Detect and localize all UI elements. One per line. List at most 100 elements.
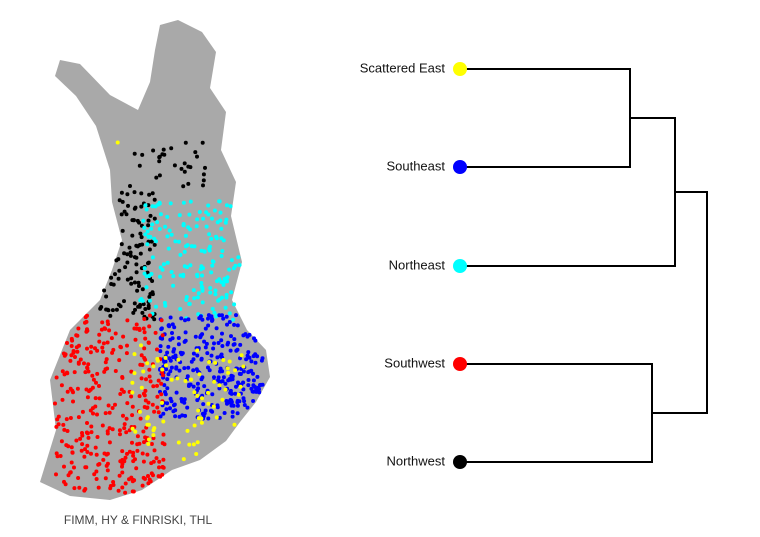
- sample-dot: [208, 286, 213, 290]
- sample-dot: [88, 350, 93, 355]
- sample-dot: [83, 447, 87, 452]
- sample-dot: [125, 277, 130, 282]
- sample-dot: [182, 169, 187, 174]
- sample-dot: [155, 347, 159, 352]
- sample-dot: [166, 372, 171, 377]
- sample-dot: [129, 281, 134, 286]
- sample-dot: [182, 161, 187, 166]
- sample-dot: [176, 336, 181, 340]
- sample-dot: [85, 395, 90, 400]
- sample-dot: [62, 464, 66, 469]
- sample-dot: [97, 396, 102, 401]
- sample-dot: [80, 442, 85, 447]
- sample-dot: [157, 155, 162, 160]
- sample-dot: [223, 387, 228, 392]
- sample-dot: [203, 165, 207, 170]
- sample-dot: [95, 412, 99, 417]
- sample-dot: [146, 442, 151, 446]
- sample-dot: [153, 330, 158, 335]
- sample-dot: [174, 390, 179, 395]
- sample-dot: [101, 457, 106, 462]
- sample-dot: [204, 210, 209, 215]
- sample-dot: [249, 386, 254, 391]
- sample-dot: [163, 390, 167, 394]
- sample-dot: [102, 369, 107, 374]
- sample-dot: [199, 248, 204, 253]
- sample-dot: [149, 442, 154, 446]
- sample-dot: [99, 327, 104, 332]
- sample-dot: [220, 397, 225, 402]
- sample-dot: [134, 262, 139, 267]
- sample-dot: [82, 361, 86, 366]
- sample-dot: [225, 322, 229, 327]
- sample-dot: [246, 370, 251, 375]
- sample-dot: [229, 258, 234, 263]
- sample-dot: [69, 336, 74, 341]
- sample-dot: [215, 403, 220, 408]
- sample-dot: [182, 264, 187, 269]
- sample-dot: [165, 214, 170, 219]
- sample-dot: [252, 336, 256, 341]
- sample-dot: [176, 357, 181, 362]
- sample-dot: [119, 190, 124, 195]
- sample-dot: [168, 315, 173, 320]
- sample-dot: [226, 370, 231, 375]
- sample-dot: [179, 397, 184, 401]
- sample-dot: [97, 384, 101, 388]
- sample-dot: [168, 396, 173, 401]
- sample-dot: [246, 383, 251, 388]
- sample-dot: [128, 184, 132, 188]
- sample-dot: [61, 422, 66, 427]
- sample-dot: [235, 323, 240, 328]
- sample-dot: [182, 339, 187, 344]
- sample-dot: [147, 247, 152, 252]
- sample-dot: [224, 295, 229, 300]
- sample-dot: [215, 279, 219, 284]
- sample-dot: [213, 360, 218, 365]
- sample-dot: [251, 399, 256, 403]
- sample-dot: [91, 377, 96, 382]
- sample-dot: [229, 290, 234, 295]
- sample-dot: [219, 254, 224, 258]
- sample-dot: [141, 326, 146, 331]
- sample-dot: [221, 282, 226, 287]
- sample-dot: [122, 209, 127, 214]
- sample-dot: [83, 370, 88, 375]
- sample-dot: [142, 266, 147, 271]
- sample-dot: [105, 340, 110, 345]
- sample-dot: [198, 334, 203, 339]
- sample-dot: [142, 317, 147, 321]
- sample-dot: [61, 351, 66, 356]
- sample-dot: [135, 448, 140, 453]
- sample-dot: [173, 414, 178, 419]
- sample-dot: [246, 378, 251, 382]
- sample-dot: [159, 392, 164, 397]
- sample-dot: [157, 159, 162, 164]
- sample-dot: [221, 358, 226, 362]
- sample-dot: [97, 339, 102, 344]
- sample-dot: [156, 378, 161, 383]
- sample-dot: [65, 389, 70, 394]
- sample-dot: [166, 323, 171, 328]
- leaf-label: Northwest: [386, 453, 445, 468]
- sample-dot: [125, 192, 130, 197]
- sample-dot: [165, 386, 170, 391]
- sample-dot: [120, 458, 125, 462]
- sample-dot: [62, 427, 67, 432]
- sample-dot: [232, 337, 237, 342]
- sample-dot: [245, 353, 250, 358]
- sample-dot: [147, 477, 152, 482]
- sample-dot: [222, 279, 227, 284]
- sample-dot: [192, 390, 197, 395]
- sample-dot: [151, 364, 156, 369]
- sample-dot: [137, 163, 142, 168]
- sample-dot: [135, 434, 140, 439]
- sample-dot: [254, 389, 259, 394]
- sample-dot: [225, 342, 230, 347]
- sample-dot: [84, 465, 89, 470]
- sample-dot: [232, 422, 237, 427]
- sample-dot: [246, 350, 251, 355]
- branch: [460, 117, 676, 267]
- leaf-node: [453, 259, 467, 273]
